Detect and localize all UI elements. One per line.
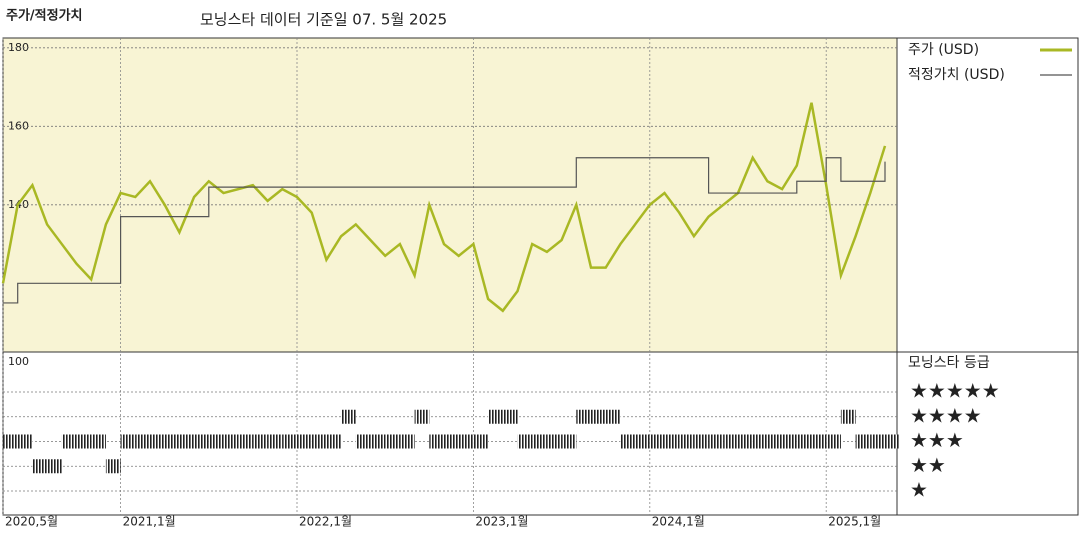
- rating-bar: [311, 434, 327, 449]
- rating-bar: [267, 434, 283, 449]
- legend-label: 적정가치 (USD): [908, 67, 1005, 83]
- rating-bar: [458, 434, 474, 449]
- rating-bar: [649, 434, 665, 449]
- rating-bar: [782, 434, 797, 449]
- rating-bar: [679, 434, 694, 449]
- x-tick-label: 2020,5월: [5, 515, 58, 529]
- rating-bar: [414, 409, 430, 424]
- panel-label: 주가/적정가치: [6, 8, 83, 24]
- rating-bar: [693, 434, 709, 449]
- rating-bar: [752, 434, 768, 449]
- series-line: [3, 157, 886, 304]
- x-tick-label: 2022,1월: [299, 515, 352, 529]
- rating-bar: [297, 434, 312, 449]
- rating-bar: [208, 434, 224, 449]
- rating-level: ★★: [910, 453, 946, 477]
- rating-bar: [738, 434, 753, 449]
- rating-bar: [238, 434, 253, 449]
- rating-bar: [517, 434, 533, 449]
- rating-bar: [546, 434, 562, 449]
- price-panel: [3, 38, 897, 352]
- rating-bar: [282, 434, 297, 449]
- rating-bar: [385, 434, 400, 449]
- rating-bar: [502, 409, 518, 424]
- rating-bar: [591, 409, 606, 424]
- x-tick-label: 2021,1월: [123, 515, 176, 529]
- rating-bar: [576, 409, 591, 424]
- rating-bar: [32, 459, 48, 474]
- rating-bar: [61, 434, 77, 449]
- rating-bar: [826, 434, 841, 449]
- rating-bar: [723, 434, 738, 449]
- rating-bar: [150, 434, 165, 449]
- rating-level: ★: [910, 478, 928, 502]
- y-tick-label: 160: [8, 119, 29, 132]
- rating-level: ★★★★: [910, 403, 982, 427]
- rating-bar: [355, 434, 371, 449]
- rating-bar: [664, 434, 680, 449]
- rating-level: ★★★★★: [910, 379, 1000, 403]
- rating-bar: [17, 434, 33, 449]
- rating-bar: [620, 434, 636, 449]
- rating-bar: [194, 434, 209, 449]
- rating-bar: [47, 459, 62, 474]
- rating-title: 모닝스타 등급: [908, 355, 990, 371]
- rating-bar: [796, 434, 812, 449]
- x-tick-label: 2025,1월: [828, 515, 881, 529]
- rating-bar: [635, 434, 650, 449]
- rating-bar: [120, 434, 136, 449]
- frame: [2, 37, 1079, 516]
- rating-bar: [429, 434, 444, 449]
- rating-bar: [840, 409, 856, 424]
- rating-bar: [326, 434, 342, 449]
- x-tick-label: 2024,1월: [652, 515, 705, 529]
- rating-bar: [76, 434, 92, 449]
- rating-bar: [605, 409, 621, 424]
- rating-bar: [341, 409, 356, 424]
- rating-bar: [473, 434, 489, 449]
- rating-bar: [870, 434, 885, 449]
- chart-title: 모닝스타 데이터 기준일 07. 5월 2025: [200, 11, 447, 29]
- rating-bar: [91, 434, 106, 449]
- rating-bar: [488, 409, 503, 424]
- x-tick-label: 2023,1월: [475, 515, 528, 529]
- rating-bar: [105, 459, 121, 474]
- rating-bar: [885, 434, 900, 449]
- rating-bar: [855, 434, 871, 449]
- rating-bar: [3, 434, 18, 449]
- rating-bar: [252, 434, 268, 449]
- rating-bar: [708, 434, 724, 449]
- rating-bar: [561, 434, 577, 449]
- rating-bar: [399, 434, 415, 449]
- rating-bar: [135, 434, 150, 449]
- rating-bar: [444, 434, 459, 449]
- rating-bar: [532, 434, 547, 449]
- rating-bar: [164, 434, 180, 449]
- rating-bar: [811, 434, 827, 449]
- legend-label: 주가 (USD): [908, 42, 979, 58]
- rating-level: ★★★: [910, 428, 964, 452]
- rating-bar: [767, 434, 783, 449]
- rating-bar: [179, 434, 195, 449]
- y-tick-label: 180: [8, 41, 29, 54]
- rating-bar: [370, 434, 386, 449]
- y-tick-label: 100: [8, 355, 29, 368]
- rating-bar: [223, 434, 239, 449]
